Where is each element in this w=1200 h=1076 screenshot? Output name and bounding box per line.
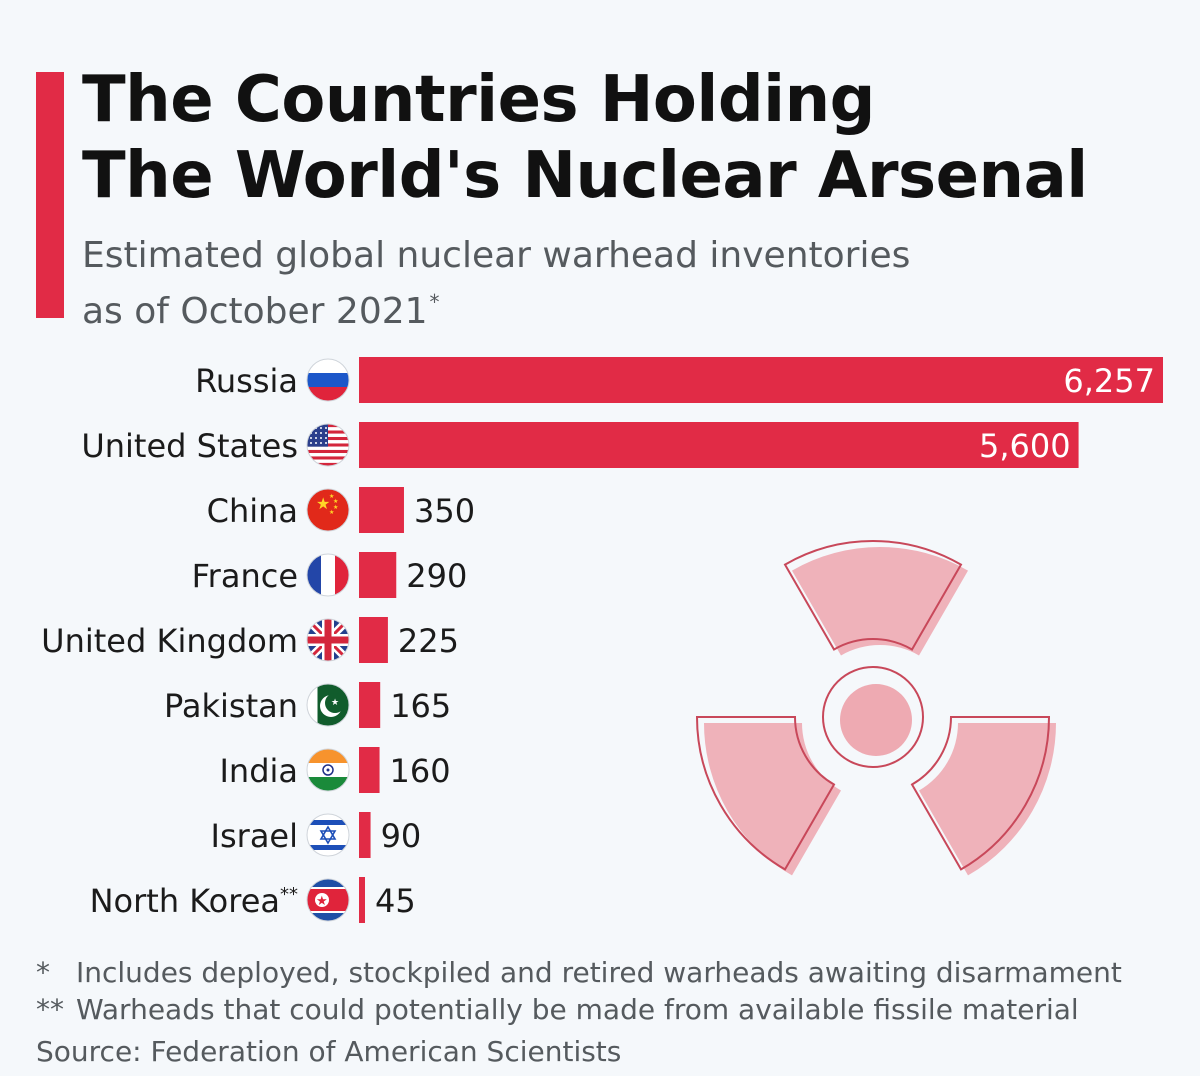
footnote-2-text: Warheads that could potentially be made … <box>76 993 1079 1026</box>
chart-title: The Countries Holding The World's Nuclea… <box>82 62 1182 214</box>
pakistan-flag-icon-ring <box>306 683 350 727</box>
uk-flag-icon-ring <box>306 618 350 662</box>
china-flag-icon: ★★★★★ <box>307 489 349 531</box>
value-label: 160 <box>390 752 451 790</box>
value-label: 225 <box>398 622 459 660</box>
chart-subtitle: Estimated global nuclear warhead invento… <box>82 232 1082 335</box>
title-line-2: The World's Nuclear Arsenal <box>82 139 1088 213</box>
footnote-1-mark: * <box>36 956 50 989</box>
usa-flag-icon-ring <box>306 423 350 467</box>
bar <box>359 747 380 793</box>
radiation-blade <box>695 716 836 871</box>
bar <box>359 812 371 858</box>
radiation-blade <box>783 540 963 651</box>
category-name: Israel <box>211 817 298 855</box>
bar <box>359 682 381 728</box>
category-name: United Kingdom <box>41 622 298 660</box>
svg-text:★: ★ <box>316 894 328 909</box>
france-flag-icon-ring <box>306 553 350 597</box>
category-label: North Korea** <box>90 882 298 920</box>
footnote-2-mark: ** <box>36 993 64 1026</box>
value-label: 290 <box>406 557 467 595</box>
footnote-2: ** Warheads that could potentially be mad… <box>36 991 1176 1028</box>
category-label: United Kingdom <box>41 622 298 660</box>
pakistan-flag-icon: ★ <box>307 684 349 726</box>
value-label: 6,257 <box>1063 362 1155 400</box>
footnote-1-text: Includes deployed, stockpiled and retire… <box>76 956 1122 989</box>
bar <box>359 357 1163 403</box>
bar <box>359 422 1079 468</box>
value-label: 165 <box>390 687 451 725</box>
radiation-core-ring <box>822 666 924 768</box>
bar <box>359 877 365 923</box>
israel-flag-icon <box>307 814 349 856</box>
source-note: Source: Federation of American Scientist… <box>36 1035 622 1068</box>
usa-flag-icon <box>307 424 349 466</box>
bar <box>359 552 397 598</box>
category-label: China <box>207 492 298 530</box>
svg-text:★: ★ <box>316 494 330 513</box>
israel-flag-icon-ring <box>306 813 350 857</box>
svg-text:★: ★ <box>333 504 338 511</box>
subtitle-line-2: as of October 2021 <box>82 291 428 332</box>
bar <box>359 617 388 663</box>
category-name: France <box>192 557 298 595</box>
category-name: Russia <box>195 362 298 400</box>
category-name: United States <box>81 427 298 465</box>
subtitle-line-1: Estimated global nuclear warhead invento… <box>82 235 911 276</box>
india-flag-icon <box>307 749 349 791</box>
category-label: Pakistan <box>164 687 298 725</box>
radiation-icon <box>695 540 1056 876</box>
radiation-blade-shadow <box>704 723 841 876</box>
india-flag-icon-ring <box>306 748 350 792</box>
subtitle-footnote-mark: * <box>429 290 440 314</box>
value-label: 5,600 <box>979 427 1071 465</box>
radiation-core <box>840 684 912 756</box>
north-korea-flag-icon: ★ <box>307 879 349 921</box>
category-footnote-mark: ** <box>280 884 298 905</box>
china-flag-icon-ring <box>306 488 350 532</box>
category-label: United States <box>81 427 298 465</box>
title-line-1: The Countries Holding <box>82 63 875 137</box>
svg-text:★: ★ <box>333 498 338 505</box>
category-name: India <box>219 752 298 790</box>
uk-flag-icon <box>307 619 349 661</box>
radiation-blade <box>910 716 1051 871</box>
value-label: 45 <box>375 882 416 920</box>
svg-text:★: ★ <box>329 493 334 500</box>
title-accent-bar <box>36 72 64 318</box>
category-label: France <box>192 557 298 595</box>
footnotes: * Includes deployed, stockpiled and retir… <box>36 954 1176 1028</box>
radiation-blade-shadow <box>919 723 1056 876</box>
north-korea-flag-icon-ring <box>306 878 350 922</box>
category-label: Russia <box>195 362 298 400</box>
category-label: India <box>219 752 298 790</box>
value-label: 90 <box>381 817 422 855</box>
category-name: North Korea <box>90 882 280 920</box>
category-name: Pakistan <box>164 687 298 725</box>
category-name: China <box>207 492 298 530</box>
bar <box>359 487 404 533</box>
svg-text:★: ★ <box>329 509 334 516</box>
russia-flag-icon <box>307 359 349 401</box>
category-label: Israel <box>211 817 298 855</box>
france-flag-icon <box>307 554 349 596</box>
russia-flag-icon-ring <box>306 358 350 402</box>
footnote-1: * Includes deployed, stockpiled and retir… <box>36 954 1176 991</box>
svg-text:★: ★ <box>331 698 339 708</box>
value-label: 350 <box>414 492 475 530</box>
